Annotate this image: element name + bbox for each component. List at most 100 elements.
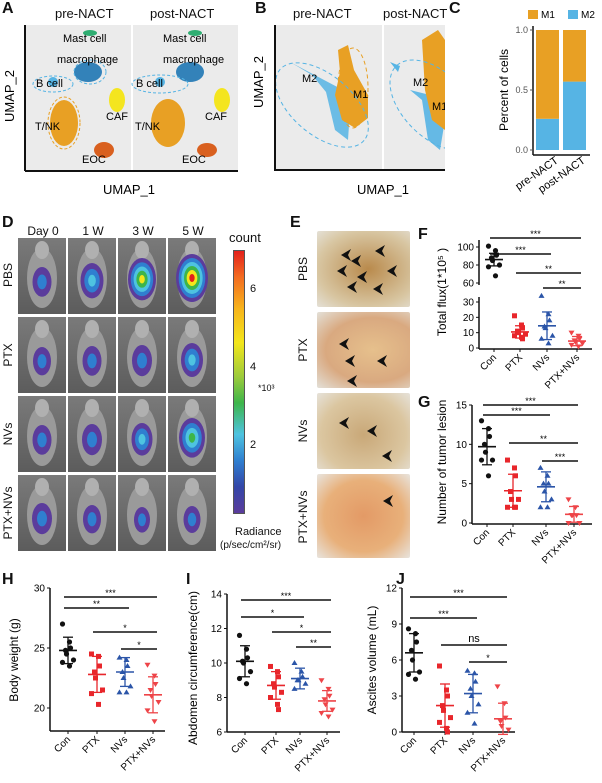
cluster-label-caf-pre: CAF — [106, 111, 128, 123]
F-data-point — [492, 248, 499, 254]
I-data-point — [318, 711, 325, 717]
c-ylabel: Percent of cells — [497, 49, 511, 131]
J-data-point — [444, 725, 449, 731]
J-data-point — [464, 667, 471, 673]
J-data-point — [441, 707, 446, 713]
I-data-point — [236, 632, 243, 639]
c-bar-m1 — [563, 30, 586, 82]
lesion-arrowheads — [337, 245, 397, 507]
G-data-point — [505, 457, 510, 463]
cluster-label-caf-post: CAF — [205, 111, 227, 123]
chart-F — [476, 237, 592, 352]
J-data-point — [445, 693, 450, 699]
bli-image-nvs-0 — [18, 396, 66, 472]
H-data-point — [70, 657, 77, 663]
F-x-tick-label: Con — [478, 352, 499, 373]
bli-image-ptxnvs-0 — [18, 475, 66, 551]
bli-image-ptxnvs-1 — [68, 475, 116, 551]
arrowhead-icon — [387, 265, 397, 277]
panel-label-a: A — [2, 0, 14, 17]
arrowhead-icon — [351, 255, 361, 267]
G-group-con — [478, 418, 496, 479]
F-data-point — [579, 341, 586, 347]
J-data-point — [412, 676, 419, 682]
H-group-nvs — [116, 654, 134, 695]
H-data-point — [116, 654, 123, 660]
chart-J — [399, 587, 515, 736]
umap-a-post-clusters — [131, 30, 230, 157]
H-significance-label: *** — [105, 588, 116, 598]
F-data-point — [568, 342, 575, 348]
arrowhead-icon — [375, 245, 385, 257]
chart-H — [47, 587, 165, 734]
J-data-point — [416, 669, 423, 675]
colorbar-tick-2: 2 — [250, 439, 257, 451]
panel-label-c: C — [449, 0, 461, 17]
I-data-point — [291, 685, 298, 691]
I-data-point — [268, 663, 273, 669]
J-y-tick-label: 12 — [386, 584, 398, 595]
G-data-point — [478, 418, 485, 424]
F-x-tick-label: PTX — [504, 352, 526, 374]
panel-label-f: F — [418, 226, 428, 243]
I-group-ptx — [267, 663, 285, 713]
umap-a-xlabel: UMAP_1 — [103, 182, 155, 197]
G-data-point — [516, 496, 521, 502]
arrowhead-icon — [337, 265, 347, 277]
arrowhead-icon — [347, 375, 357, 387]
I-data-point — [271, 681, 276, 687]
colorbar-tick-6: 6 — [250, 283, 257, 295]
I-data-point — [275, 701, 280, 707]
H-group-ptx — [88, 651, 106, 707]
arrowhead-icon — [339, 338, 349, 350]
J-data-point — [467, 685, 474, 691]
J-data-point — [472, 678, 479, 684]
H-data-point — [116, 689, 123, 695]
J-data-point — [437, 663, 442, 669]
umap-a-pre-clusters — [32, 30, 125, 158]
timepoint-1w: 1 W — [82, 224, 104, 238]
G-data-point — [544, 504, 551, 510]
F-data-point — [520, 336, 525, 342]
panel-label-e: E — [290, 214, 301, 231]
J-data-point — [505, 727, 512, 733]
H-significance-label: * — [123, 623, 127, 633]
G-data-point — [478, 457, 485, 463]
F-data-point — [496, 262, 503, 268]
J-data-point — [413, 639, 420, 645]
legend-label-m2: M2 — [581, 10, 595, 21]
J-y-tick-label: 3 — [391, 692, 397, 703]
J-data-point — [444, 687, 449, 693]
colorbar-title: count — [229, 230, 261, 245]
arrowhead-icon — [357, 271, 367, 283]
bli-image-pbs-0 — [18, 238, 66, 314]
H-data-point — [89, 651, 94, 657]
bli-image-ptx-2 — [118, 317, 166, 393]
I-x-tick-label: NVs — [284, 735, 305, 756]
cluster-label-bcell-pre: B cell — [36, 78, 63, 90]
I-significance-label: * — [300, 623, 304, 633]
J-y-tick-label: 0 — [391, 728, 397, 739]
radiance-colorbar — [233, 250, 245, 514]
F-y-tick-label: 0 — [468, 344, 474, 355]
arrowhead-icon — [373, 283, 383, 295]
F-data-point — [546, 317, 553, 323]
H-data-point — [144, 708, 151, 714]
arrowhead-icon — [341, 249, 351, 261]
panel-label-h: H — [2, 571, 14, 588]
legend-label-m1: M1 — [541, 10, 555, 21]
F-data-point — [485, 264, 492, 270]
J-group-ptx — [436, 663, 454, 735]
G-y-tick-label: 5 — [461, 479, 467, 490]
I-data-point — [247, 669, 254, 675]
F-ylabel: Total flux(1*10⁵ ) — [435, 248, 449, 336]
colorbar-multiplier: *10³ — [258, 383, 275, 393]
H-y-tick-label: 25 — [34, 644, 46, 655]
c-bar-m1 — [536, 30, 559, 119]
panel-label-i: I — [186, 571, 191, 588]
J-group-nvs — [464, 667, 482, 726]
bli-image-ptxnvs-3 — [168, 475, 216, 551]
I-ylabel: Abdomen circumference(cm) — [186, 591, 200, 745]
J-group-con — [405, 626, 423, 682]
bli-image-pbs-2 — [118, 238, 166, 314]
